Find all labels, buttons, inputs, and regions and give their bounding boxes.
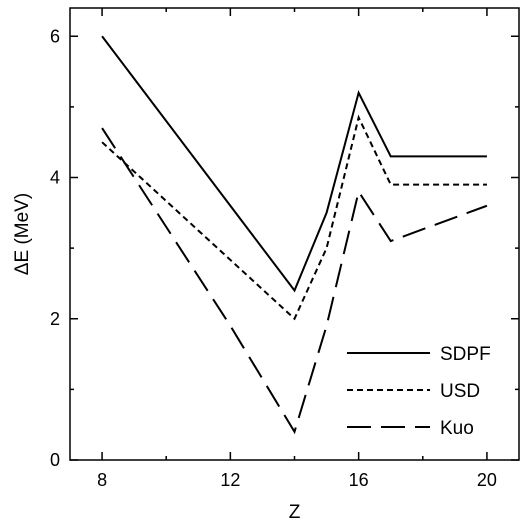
legend-label-kuo: Kuo [440,418,474,439]
y-tick-label: 0 [50,450,60,470]
legend-label-usd: USD [440,381,480,402]
y-axis-title: ΔE (MeV) [12,193,33,275]
series-line-usd [101,114,487,321]
legend-label-sdpf: SDPF [440,344,491,365]
y-tick-label: 6 [50,26,60,46]
x-tick-label: 8 [97,470,107,490]
x-tick-label: 16 [349,470,369,490]
x-axis-title: Z [289,502,301,523]
y-tick-label: 4 [50,168,60,188]
series-line-sdpf [101,35,487,293]
legend: SDPF USD Kuo [347,344,491,439]
y-tick-label: 2 [50,309,60,329]
x-tick-label: 12 [220,470,240,490]
series-line-kuo [101,127,488,435]
x-tick-label: 20 [477,470,497,490]
